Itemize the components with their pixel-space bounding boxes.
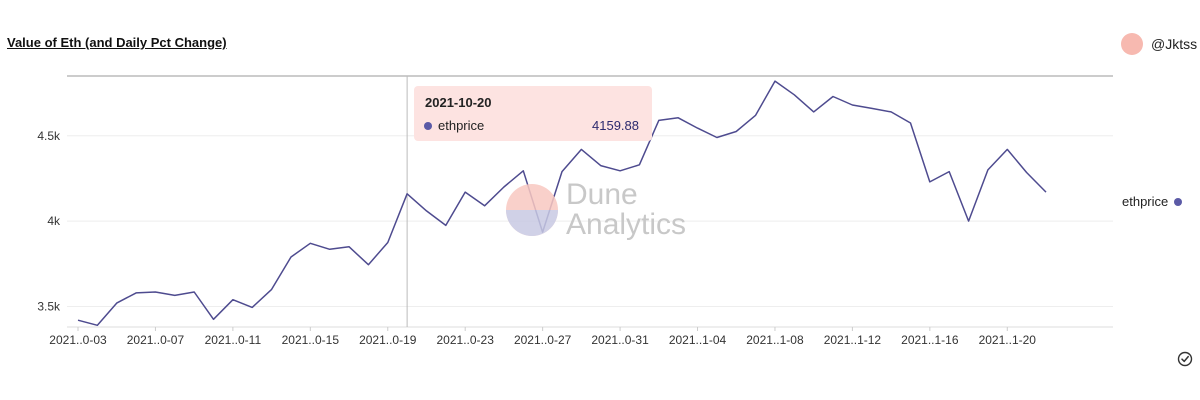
- data-point: [831, 95, 835, 99]
- x-tick-label: 2021..0-11: [205, 333, 262, 347]
- data-point: [850, 103, 854, 107]
- data-point: [192, 290, 196, 294]
- data-point: [463, 190, 467, 194]
- check-circle-icon[interactable]: [1177, 351, 1193, 367]
- data-point: [115, 301, 119, 305]
- data-point: [870, 106, 874, 110]
- tooltip-date: 2021-10-20: [425, 95, 492, 110]
- data-point: [347, 245, 351, 249]
- watermark-line-2: Analytics: [566, 208, 687, 241]
- data-point: [173, 293, 177, 297]
- avatar: [1121, 33, 1143, 55]
- data-point: [715, 136, 719, 140]
- x-tick-label: 2021..0-23: [437, 333, 495, 347]
- dune-logo-icon: [506, 184, 558, 236]
- x-tick-label: 2021..1-16: [901, 333, 959, 347]
- data-point: [657, 118, 661, 122]
- data-point: [366, 263, 370, 267]
- data-point: [618, 169, 622, 173]
- data-point: [1005, 147, 1009, 151]
- author-name: @Jktss: [1151, 36, 1198, 52]
- chart-title: Value of Eth (and Daily Pct Change): [7, 35, 227, 50]
- data-point: [308, 241, 312, 245]
- data-point: [231, 298, 235, 302]
- tooltip-value: 4159.88: [592, 118, 639, 133]
- data-point: [425, 209, 429, 213]
- hover-tooltip: 2021-10-20 ethprice 4159.88: [414, 86, 652, 141]
- x-tick-label: 2021..0-31: [591, 333, 649, 347]
- data-point: [676, 116, 680, 120]
- x-tick-label: 2021..0-27: [514, 333, 572, 347]
- series-dot-icon: [424, 121, 432, 130]
- legend-dot-icon: [1174, 197, 1183, 206]
- data-point: [637, 163, 641, 167]
- data-point: [153, 290, 157, 294]
- data-point: [812, 110, 816, 114]
- data-point: [967, 219, 971, 223]
- data-point: [599, 164, 603, 168]
- y-tick-label: 4.5k: [37, 129, 61, 143]
- data-point: [212, 317, 216, 321]
- data-point: [986, 168, 990, 172]
- legend-label: ethprice: [1122, 194, 1169, 209]
- x-tick-label: 2021..0-03: [49, 333, 107, 347]
- data-point: [289, 255, 293, 259]
- data-point: [444, 223, 448, 227]
- data-point: [95, 323, 99, 327]
- x-tick-label: 2021..0-15: [282, 333, 340, 347]
- data-point: [134, 291, 138, 295]
- data-point: [1044, 190, 1048, 194]
- x-tick-label: 2021..1-04: [669, 333, 727, 347]
- data-point: [792, 93, 796, 97]
- x-tick-label: 2021..0-19: [359, 333, 417, 347]
- data-point: [928, 180, 932, 184]
- y-tick-label: 4k: [47, 214, 61, 228]
- watermark-line-1: Dune: [566, 178, 638, 211]
- data-point: [270, 287, 274, 291]
- x-axis-ticks: 2021..0-03 2021..0-07 2021..0-11 2021..0-15…: [49, 327, 1036, 347]
- data-point: [250, 305, 254, 309]
- data-point: [909, 121, 913, 125]
- data-point: [734, 130, 738, 134]
- data-point: [483, 204, 487, 208]
- data-point: [754, 113, 758, 117]
- data-point: [889, 110, 893, 114]
- data-point: [579, 147, 583, 151]
- x-tick-label: 2021..1-12: [824, 333, 882, 347]
- x-tick-label: 2021..0-07: [127, 333, 185, 347]
- tooltip-series-name: ethprice: [438, 118, 485, 133]
- data-point: [696, 126, 700, 130]
- y-tick-label: 3.5k: [37, 300, 61, 314]
- data-point: [76, 318, 80, 322]
- legend-item-ethprice[interactable]: ethprice: [1122, 194, 1183, 209]
- x-tick-label: 2021..1-08: [746, 333, 804, 347]
- data-point: [405, 192, 409, 196]
- data-point: [328, 247, 332, 251]
- author-badge[interactable]: @Jktss: [1121, 33, 1197, 55]
- dune-analytics-watermark: Dune Analytics: [506, 180, 686, 240]
- data-point: [773, 79, 777, 83]
- data-point: [1025, 171, 1029, 175]
- x-tick-label: 2021..1-20: [979, 333, 1037, 347]
- data-point: [521, 169, 525, 173]
- data-point: [947, 170, 951, 174]
- data-point: [386, 241, 390, 245]
- series-line-ethprice: [77, 80, 1047, 327]
- y-axis-ticks: 3.5k 4k 4.5k: [37, 129, 61, 314]
- data-point: [560, 170, 564, 174]
